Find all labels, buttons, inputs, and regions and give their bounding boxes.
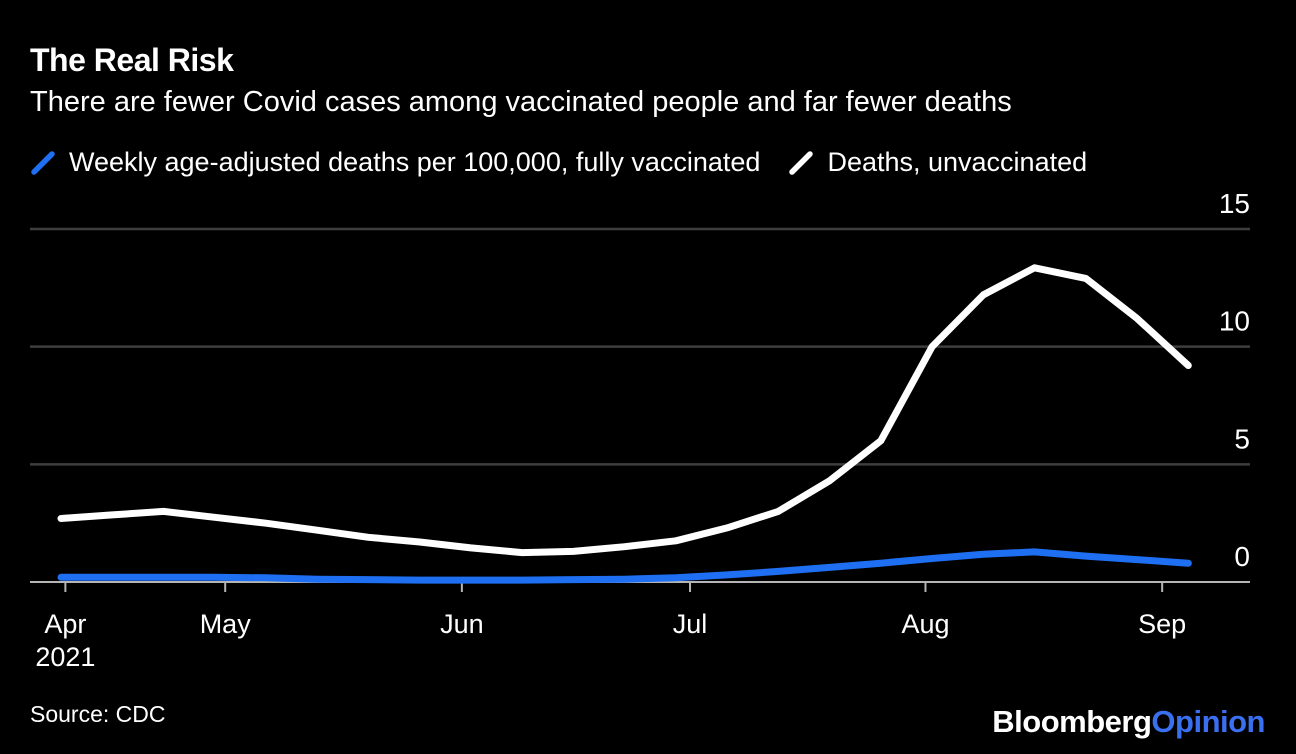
- legend: Weekly age-adjusted deaths per 100,000, …: [30, 147, 1087, 178]
- svg-text:May: May: [200, 609, 252, 639]
- legend-item-vaccinated: Weekly age-adjusted deaths per 100,000, …: [30, 147, 760, 178]
- legend-item-unvaccinated: Deaths, unvaccinated: [788, 147, 1087, 178]
- svg-text:Aug: Aug: [901, 609, 949, 639]
- bloomberg-opinion-logo: BloombergOpinion: [992, 704, 1265, 740]
- chart-subtitle: There are fewer Covid cases among vaccin…: [30, 86, 1012, 118]
- vaccinated-line-swatch-icon: [31, 150, 55, 175]
- legend-label-unvaccinated: Deaths, unvaccinated: [827, 147, 1088, 177]
- logo-bloomberg-text: Bloomberg: [992, 704, 1152, 739]
- svg-text:Jun: Jun: [440, 609, 484, 639]
- svg-text:Apr: Apr: [44, 609, 86, 639]
- svg-text:0: 0: [1234, 541, 1250, 572]
- svg-text:2021: 2021: [35, 642, 95, 672]
- svg-text:5: 5: [1234, 423, 1250, 454]
- unvaccinated-line-swatch-icon: [789, 150, 814, 175]
- chart-title: The Real Risk: [30, 42, 234, 78]
- svg-text:10: 10: [1219, 306, 1250, 337]
- legend-label-vaccinated: Weekly age-adjusted deaths per 100,000, …: [69, 147, 761, 177]
- logo-opinion-text: Opinion: [1151, 704, 1265, 739]
- source-note: Source: CDC: [30, 701, 166, 727]
- svg-text:Sep: Sep: [1138, 609, 1186, 639]
- svg-text:Jul: Jul: [673, 609, 708, 639]
- svg-text:15: 15: [1219, 188, 1250, 219]
